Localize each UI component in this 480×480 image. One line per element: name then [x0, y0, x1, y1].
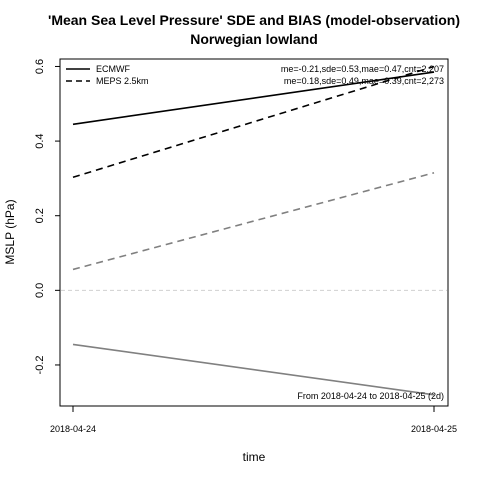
x-axis-label: time — [243, 450, 266, 464]
plot-area — [61, 65, 447, 396]
period-note: From 2018-04-24 to 2018-04-25 (2d) — [297, 391, 444, 401]
x-tick-label: 2018-04-25 — [411, 424, 457, 434]
stats-line-meps: me=0.18,sde=0.49,mae=0.39,cnt=2,273 — [284, 76, 444, 86]
chart-title-line1: 'Mean Sea Level Pressure' SDE and BIAS (… — [48, 12, 460, 28]
chart-title-line2: Norwegian lowland — [190, 31, 318, 47]
x-axis: 2018-04-24 2018-04-25 — [50, 405, 457, 434]
series-line-0-sde — [72, 71, 435, 126]
y-tick-label: 0.6 — [34, 59, 46, 74]
series-line-2-bias — [72, 343, 435, 396]
series-line-3-bias — [72, 172, 435, 271]
y-axis: -0.2 0.0 0.2 0.4 0.6 — [34, 59, 61, 374]
y-tick-label: -0.2 — [34, 355, 46, 374]
legend-label-ecmwf: ECMWF — [96, 64, 130, 74]
stats-line-ecmwf: me=-0.21,sde=0.53,mae=0.47,cnt=2,207 — [281, 64, 444, 74]
y-axis-label: MSLP (hPa) — [3, 199, 17, 264]
legend: ECMWF MEPS 2.5km — [66, 64, 149, 86]
y-tick-label: 0.4 — [34, 133, 46, 148]
plot-frame — [59, 58, 449, 407]
series-line-1-sde — [72, 65, 435, 179]
legend-label-meps: MEPS 2.5km — [96, 76, 149, 86]
y-tick-label: 0.0 — [34, 283, 46, 298]
x-tick-label: 2018-04-24 — [50, 424, 96, 434]
y-tick-label: 0.2 — [34, 208, 46, 223]
